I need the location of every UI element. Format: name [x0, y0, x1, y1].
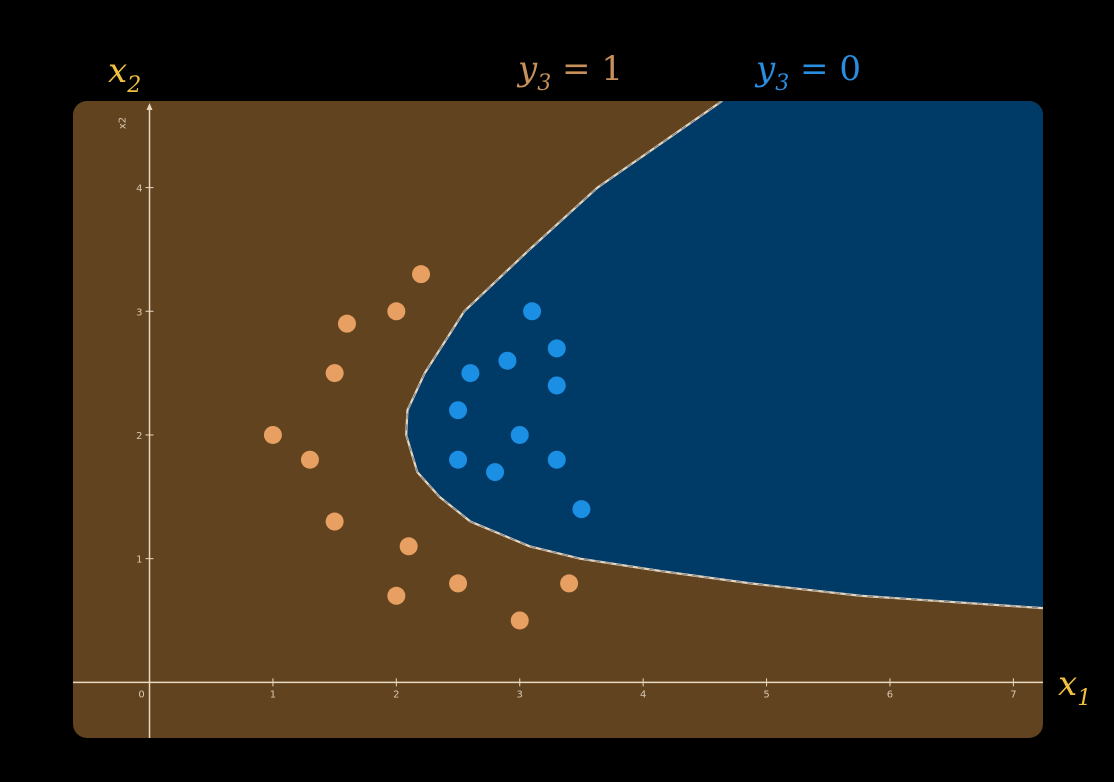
data-point: [449, 574, 468, 593]
x-tick-label: 2: [393, 689, 399, 700]
y-tick-label: 2: [136, 431, 142, 442]
data-point: [387, 302, 406, 321]
label-sub: 3: [537, 71, 551, 96]
data-point: [399, 537, 418, 556]
data-point: [449, 450, 468, 469]
data-point: [547, 450, 566, 469]
label-sub: 3: [775, 71, 789, 96]
y-axis-label: x2: [108, 51, 141, 98]
label-sub: 1: [1077, 686, 1091, 711]
legend-entry: y3 = 0: [754, 49, 861, 96]
x-tick-label: 6: [887, 689, 893, 700]
data-point: [510, 425, 529, 444]
x-tick-label: 0: [138, 689, 144, 700]
x-tick-label: 4: [640, 689, 646, 700]
data-point: [560, 574, 579, 593]
x-tick-label: 1: [270, 689, 276, 700]
data-point: [486, 463, 505, 482]
label-var: x: [1058, 664, 1077, 704]
legend-entry: y3 = 1: [516, 49, 623, 96]
data-point: [325, 364, 344, 383]
label-var: x: [108, 51, 127, 91]
y-axis-arrow: [146, 103, 153, 110]
label-rest: = 0: [789, 49, 861, 89]
data-point: [337, 314, 356, 333]
boundary-dash: [405, 101, 1043, 609]
y-tick-label: 1: [136, 555, 142, 566]
x-tick-label: 7: [1010, 689, 1016, 700]
data-point: [498, 351, 517, 370]
data-point: [572, 500, 591, 519]
data-point: [523, 302, 542, 321]
label-var: y: [516, 49, 538, 89]
data-point: [461, 364, 480, 383]
data-point: [325, 512, 344, 531]
y-tick-label: 4: [136, 184, 142, 195]
x-tick-label: 3: [517, 689, 523, 700]
x-tick-label: 5: [763, 689, 769, 700]
label-sub: 2: [126, 73, 141, 98]
data-point: [547, 339, 566, 358]
data-point: [300, 450, 319, 469]
data-point: [510, 611, 529, 630]
data-point: [547, 376, 566, 395]
data-point: [263, 425, 282, 444]
y-tick-label: 3: [136, 307, 142, 318]
label-rest: = 1: [551, 49, 623, 89]
y-axis-name: x2: [118, 117, 129, 129]
data-point: [387, 586, 406, 605]
label-var: y: [754, 49, 776, 89]
data-point: [412, 265, 431, 284]
x-axis-label: x1: [1058, 664, 1091, 711]
data-point: [449, 401, 468, 420]
